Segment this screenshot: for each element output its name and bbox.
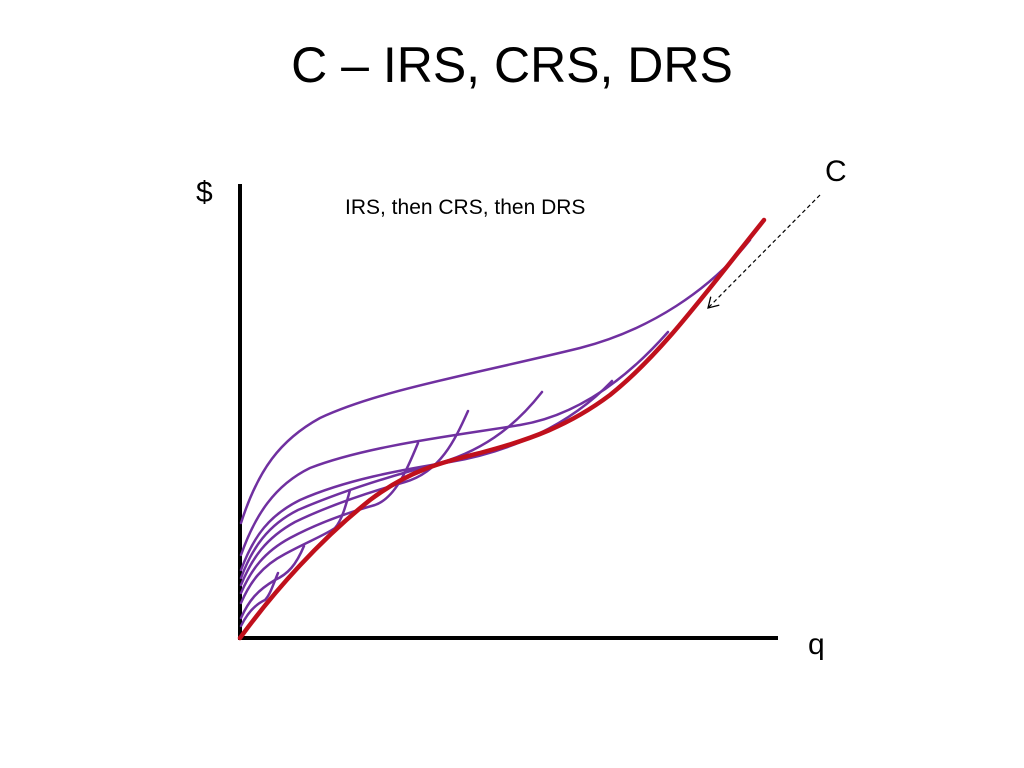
slide-title: C – IRS, CRS, DRS — [291, 37, 733, 93]
long-run-cost-curve — [237, 217, 767, 641]
annotation-text: IRS, then CRS, then DRS — [345, 196, 585, 219]
short-run-curve-2 — [239, 330, 670, 557]
y-axis-label: $ — [196, 176, 213, 209]
short-run-curve-4 — [239, 390, 544, 580]
curve-label-c: C — [825, 155, 847, 188]
short-run-curve-1 — [239, 238, 752, 525]
x-axis-label: q — [808, 628, 825, 661]
curve-pointer-arrow — [707, 194, 821, 309]
short-run-curve-7 — [239, 488, 352, 605]
short-run-curve-5 — [239, 409, 470, 587]
short-run-curve-9 — [239, 571, 280, 628]
short-run-curves — [239, 238, 752, 628]
